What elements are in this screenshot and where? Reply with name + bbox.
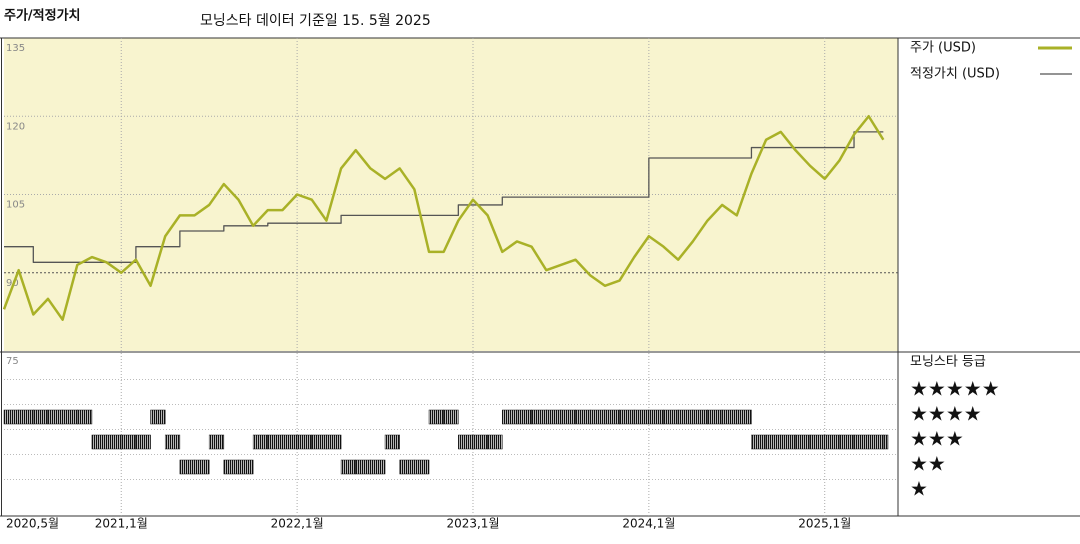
rating-bar xyxy=(883,434,889,450)
y-tick-label: 105 xyxy=(6,200,25,211)
rating-bar xyxy=(443,409,459,425)
rating-bar xyxy=(91,434,107,450)
rating-bar xyxy=(765,434,782,450)
x-tick-label: 2025,1월 xyxy=(798,517,851,531)
series-line xyxy=(2,115,885,321)
rating-bar xyxy=(839,434,855,450)
rating-bar xyxy=(531,409,547,425)
rating-bar xyxy=(238,459,254,475)
rating-bar xyxy=(223,459,239,475)
rating-legend: ★★★★★ xyxy=(910,377,1000,401)
x-tick-label: 2023,1월 xyxy=(446,517,499,531)
rating-bar xyxy=(62,409,78,425)
y-tick-label: 90 xyxy=(6,278,19,289)
rating-bar xyxy=(340,459,356,475)
rating-bar xyxy=(809,434,825,450)
rating-bar xyxy=(106,434,122,450)
rating-bar xyxy=(150,409,166,425)
rating-bar xyxy=(575,409,591,425)
rating-bar xyxy=(648,409,664,425)
rating-bar xyxy=(780,434,796,450)
rating-bar xyxy=(252,434,269,450)
rating-bar xyxy=(267,434,283,450)
rating-bar xyxy=(47,409,63,425)
rating-bar xyxy=(619,409,635,425)
rating-bar xyxy=(795,434,811,450)
rating-bar xyxy=(384,434,400,450)
rating-bar xyxy=(179,459,195,475)
y-tick-label: 135 xyxy=(6,43,25,54)
rating-bar xyxy=(282,434,298,450)
rating-title: 모닝스타 등급 xyxy=(910,355,986,370)
rating-bar xyxy=(370,459,386,475)
rating-bar xyxy=(33,409,49,425)
rating-bar xyxy=(663,409,679,425)
x-tick-label: 2020,5월 xyxy=(6,517,59,531)
legend-label: 주가 (USD) xyxy=(910,41,976,56)
rating-bar xyxy=(296,434,313,450)
rating-bar xyxy=(853,434,869,450)
rating-bar xyxy=(355,459,371,475)
x-tick-label: 2022,1월 xyxy=(271,517,324,531)
rating-bar xyxy=(208,434,225,450)
rating-bar xyxy=(502,409,518,425)
series-line xyxy=(4,131,884,263)
rating-bar xyxy=(546,409,562,425)
rating-bar xyxy=(721,409,738,425)
rating-bar xyxy=(707,409,723,425)
rating-bar xyxy=(736,409,752,425)
rating-legend: ★ xyxy=(910,477,928,501)
rating-bar xyxy=(77,409,93,425)
rating-bar xyxy=(120,434,137,450)
rating-bar xyxy=(428,409,444,425)
legend-label: 적정가치 (USD) xyxy=(910,67,1000,82)
rating-bar xyxy=(399,459,415,475)
rating-bar xyxy=(311,434,327,450)
rating-bar xyxy=(677,409,694,425)
rating-bar xyxy=(868,434,884,450)
rating-bar xyxy=(18,409,34,425)
rating-bar xyxy=(516,409,532,425)
rating-legend: ★★★★ xyxy=(910,402,982,426)
rating-bar xyxy=(414,459,430,475)
y-tick-label: 75 xyxy=(6,356,19,367)
rating-legend: ★★ xyxy=(910,452,946,476)
rating-bar xyxy=(164,434,181,450)
rating-bar xyxy=(135,434,151,450)
rating-bar xyxy=(604,409,620,425)
rating-bar xyxy=(560,409,576,425)
chart-subtitle: 모닝스타 데이터 기준일 15. 5월 2025 xyxy=(200,13,431,29)
rating-bar xyxy=(487,434,503,450)
rating-bar xyxy=(692,409,708,425)
y-tick-label: 120 xyxy=(6,121,25,132)
rating-legend: ★★★ xyxy=(910,427,964,451)
rating-bar xyxy=(824,434,840,450)
rating-bar xyxy=(472,434,488,450)
rating-bar xyxy=(194,459,210,475)
x-tick-label: 2024,1월 xyxy=(622,517,675,531)
chart-title: 주가/적정가치 xyxy=(4,8,81,24)
rating-bar xyxy=(633,409,650,425)
x-tick-label: 2021,1월 xyxy=(95,517,148,531)
rating-bar xyxy=(589,409,606,425)
rating-bar xyxy=(3,409,19,425)
rating-bar xyxy=(751,434,767,450)
rating-bar xyxy=(458,434,474,450)
rating-bar xyxy=(326,434,342,450)
